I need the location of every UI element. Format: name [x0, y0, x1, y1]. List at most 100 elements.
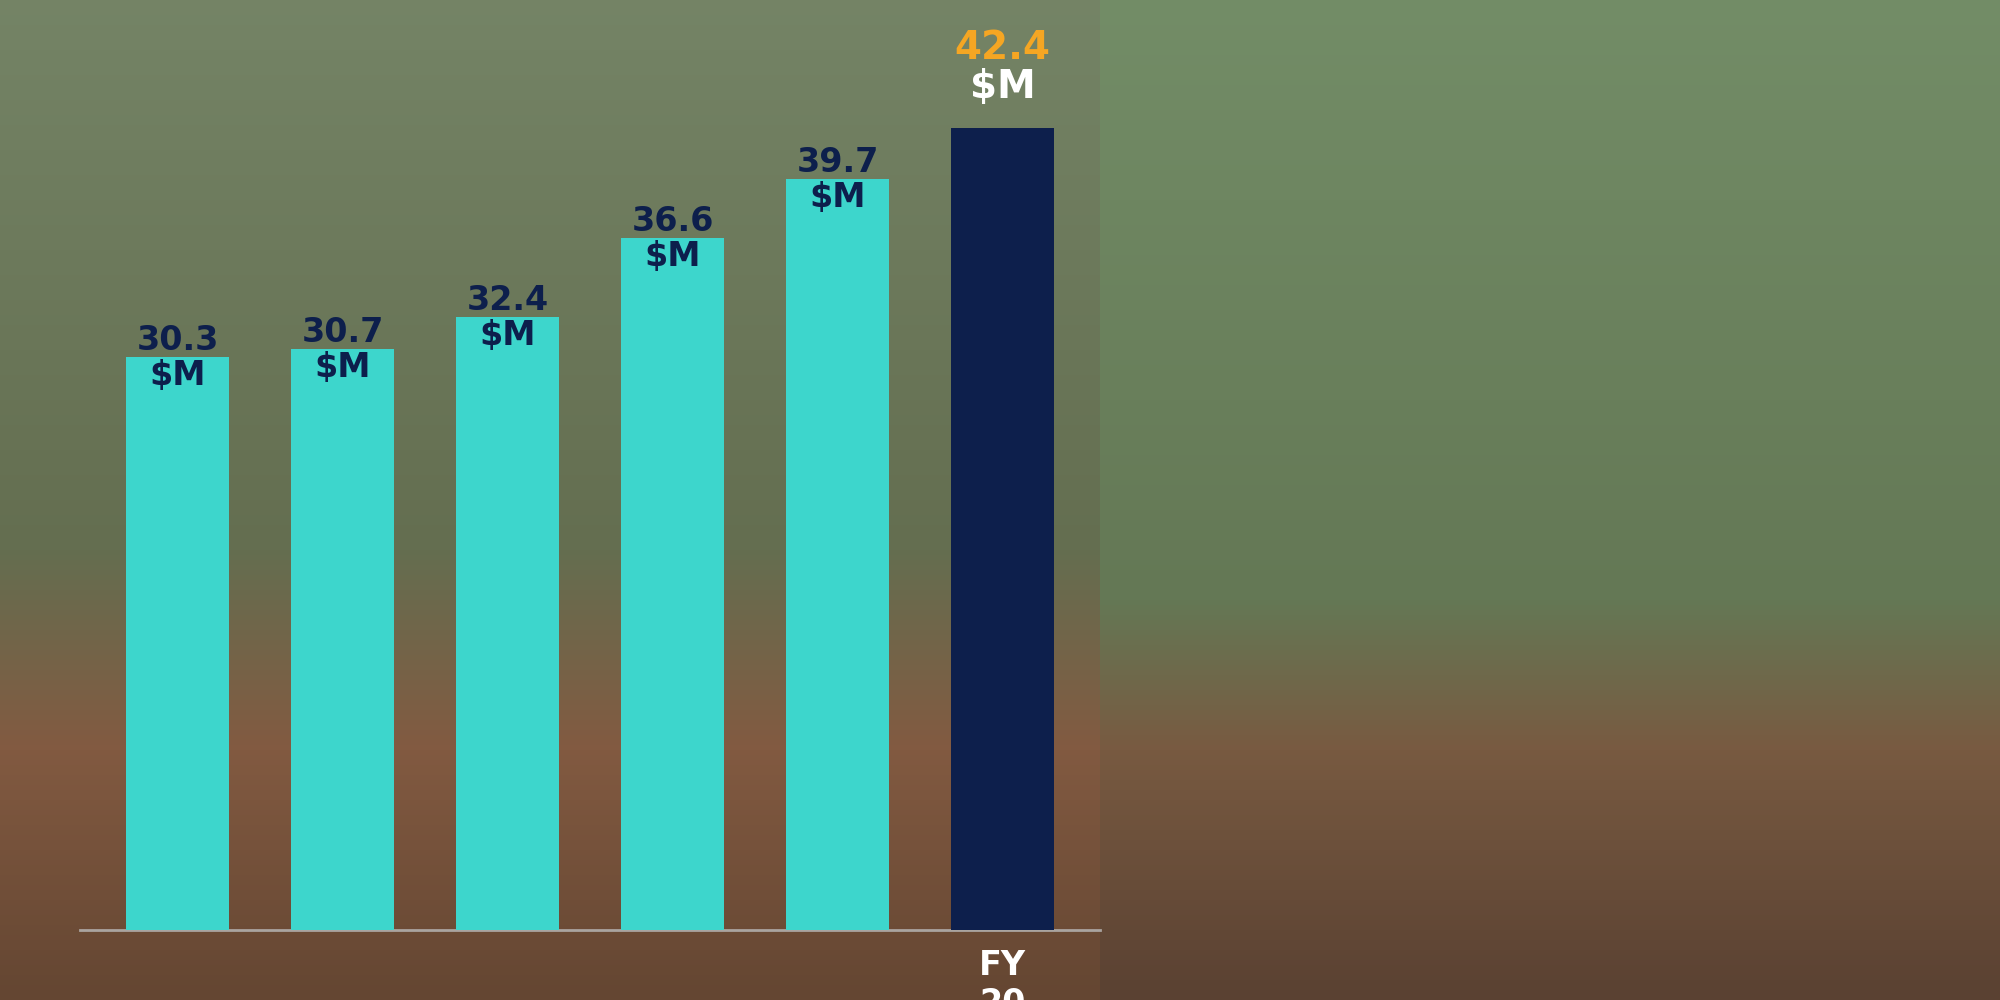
Bar — [0, 810, 1100, 815]
Bar — [1100, 845, 2000, 850]
Bar — [0, 960, 1100, 965]
Bar — [1100, 795, 2000, 800]
Bar — [0, 635, 1100, 640]
Bar — [0, 420, 1100, 425]
Bar — [0, 55, 1100, 60]
Bar — [0, 305, 1100, 310]
Bar — [1100, 895, 2000, 900]
Bar — [0, 985, 1100, 990]
Bar — [1100, 500, 2000, 505]
Bar — [1100, 690, 2000, 695]
Bar — [1100, 30, 2000, 35]
Bar — [0, 780, 1100, 785]
Bar — [1100, 20, 2000, 25]
Bar — [0, 535, 1100, 540]
Bar — [1100, 900, 2000, 905]
Bar — [0, 845, 1100, 850]
Bar — [1100, 120, 2000, 125]
Bar — [1100, 165, 2000, 170]
Bar — [0, 105, 1100, 110]
Bar — [0, 435, 1100, 440]
Text: $M: $M — [970, 68, 1036, 106]
Bar — [0, 910, 1100, 915]
Bar — [0, 770, 1100, 775]
Bar — [1100, 325, 2000, 330]
Bar — [0, 190, 1100, 195]
Bar — [0, 765, 1100, 770]
Bar — [1100, 620, 2000, 625]
Bar — [0, 335, 1100, 340]
Bar — [1100, 175, 2000, 180]
Bar — [1100, 940, 2000, 945]
Bar — [0, 300, 1100, 305]
Bar — [1100, 35, 2000, 40]
Bar — [952, 128, 1054, 930]
Bar — [1100, 355, 2000, 360]
Bar — [1100, 750, 2000, 755]
Bar — [0, 465, 1100, 470]
Bar — [0, 175, 1100, 180]
Bar — [0, 145, 1100, 150]
Bar — [1100, 865, 2000, 870]
Bar — [292, 349, 394, 930]
Bar — [1100, 905, 2000, 910]
Text: $M: $M — [810, 181, 866, 214]
Bar — [0, 45, 1100, 50]
Bar — [1100, 55, 2000, 60]
Bar — [1100, 875, 2000, 880]
Bar — [0, 750, 1100, 755]
Bar — [1100, 740, 2000, 745]
Bar — [0, 705, 1100, 710]
Bar — [0, 100, 1100, 105]
Bar — [0, 395, 1100, 400]
Bar — [1100, 580, 2000, 585]
Bar — [1100, 935, 2000, 940]
Bar — [0, 330, 1100, 335]
Text: $M: $M — [644, 240, 700, 273]
Bar — [0, 875, 1100, 880]
Bar — [0, 805, 1100, 810]
Bar — [0, 245, 1100, 250]
Bar — [1100, 250, 2000, 255]
Bar — [0, 850, 1100, 855]
Bar — [0, 50, 1100, 55]
Bar — [1100, 665, 2000, 670]
Bar — [1100, 850, 2000, 855]
Bar — [1100, 125, 2000, 130]
Bar — [0, 320, 1100, 325]
Bar — [0, 525, 1100, 530]
Bar — [0, 745, 1100, 750]
Bar — [1100, 335, 2000, 340]
Bar — [0, 75, 1100, 80]
Bar — [0, 990, 1100, 995]
Bar — [0, 965, 1100, 970]
Bar — [1100, 40, 2000, 45]
Bar — [1100, 975, 2000, 980]
Bar — [0, 495, 1100, 500]
Bar — [0, 290, 1100, 295]
Bar — [0, 115, 1100, 120]
Bar — [1100, 835, 2000, 840]
Bar — [0, 645, 1100, 650]
Text: $M: $M — [150, 359, 206, 392]
Bar — [1100, 645, 2000, 650]
Bar — [0, 5, 1100, 10]
Bar — [1100, 455, 2000, 460]
Bar — [1100, 470, 2000, 475]
Bar — [0, 890, 1100, 895]
Bar — [1100, 180, 2000, 185]
Bar — [0, 855, 1100, 860]
Bar — [0, 385, 1100, 390]
Bar — [1100, 0, 2000, 5]
Bar — [0, 60, 1100, 65]
Bar — [1100, 855, 2000, 860]
Bar — [456, 317, 558, 930]
Bar — [1100, 195, 2000, 200]
Bar — [1100, 625, 2000, 630]
Bar — [1100, 190, 2000, 195]
Bar — [1100, 270, 2000, 275]
Bar — [1100, 765, 2000, 770]
Bar — [1100, 980, 2000, 985]
Bar — [0, 25, 1100, 30]
Bar — [0, 555, 1100, 560]
